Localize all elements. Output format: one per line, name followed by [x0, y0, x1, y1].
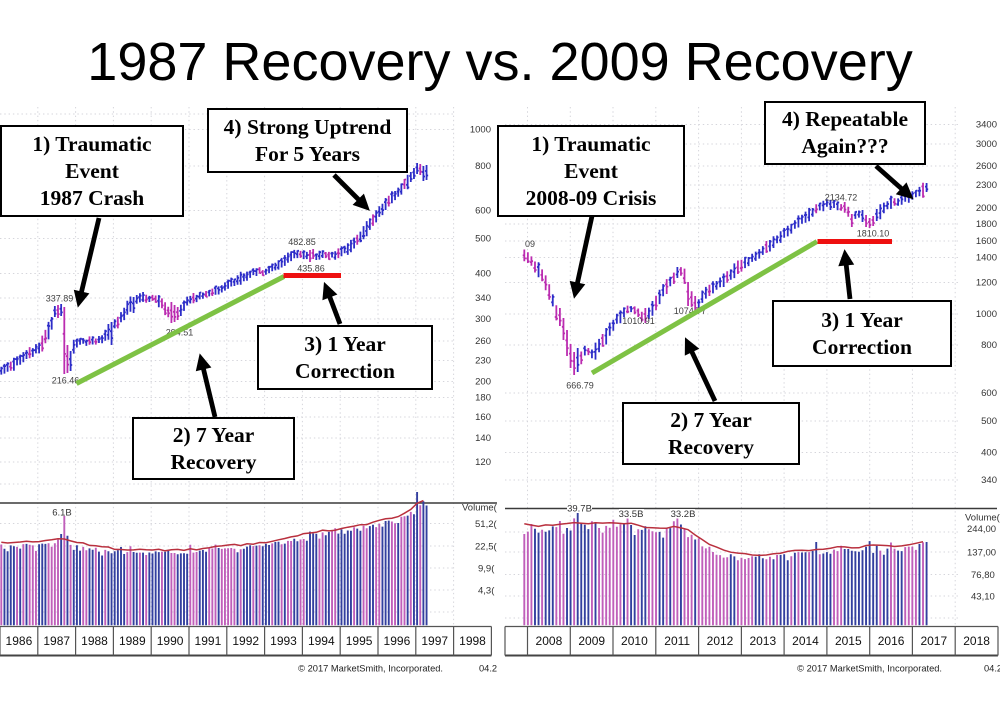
svg-text:Volume(0: Volume(0	[965, 513, 1000, 524]
svg-text:1074.77: 1074.77	[674, 306, 707, 316]
svg-text:300: 300	[475, 314, 491, 325]
svg-text:04.2: 04.2	[984, 664, 1000, 674]
svg-text:137,00: 137,00	[967, 548, 996, 559]
svg-text:76,80: 76,80	[971, 570, 995, 581]
svg-text:1200: 1200	[976, 278, 997, 289]
svg-text:200: 200	[475, 377, 491, 388]
svg-text:1990: 1990	[157, 634, 184, 648]
svg-text:600: 600	[475, 206, 491, 217]
svg-text:04.2: 04.2	[479, 664, 497, 674]
svg-text:482.85: 482.85	[288, 237, 316, 247]
svg-text:09: 09	[525, 239, 535, 249]
svg-text:43,10: 43,10	[971, 592, 995, 603]
svg-text:1986: 1986	[6, 634, 33, 648]
svg-text:1000: 1000	[976, 309, 997, 320]
svg-text:1995: 1995	[346, 634, 373, 648]
svg-text:120: 120	[475, 457, 491, 468]
svg-text:140: 140	[475, 433, 491, 444]
svg-text:4,3(: 4,3(	[478, 586, 495, 597]
svg-text:180: 180	[475, 393, 491, 404]
svg-text:260: 260	[475, 336, 491, 347]
svg-text:1997: 1997	[421, 634, 448, 648]
svg-text:2134.72: 2134.72	[825, 193, 858, 203]
svg-text:2016: 2016	[878, 634, 905, 648]
svg-text:2010: 2010	[621, 634, 648, 648]
svg-text:230: 230	[475, 356, 491, 367]
svg-text:400: 400	[475, 269, 491, 280]
svg-text:© 2017 MarketSmith, Incorporat: © 2017 MarketSmith, Incorporated.	[797, 664, 942, 674]
svg-text:2014: 2014	[792, 634, 819, 648]
svg-text:33.2B: 33.2B	[671, 509, 696, 520]
svg-text:1993: 1993	[270, 634, 297, 648]
svg-text:1998: 1998	[459, 634, 486, 648]
svg-text:1996: 1996	[384, 634, 411, 648]
svg-text:1000: 1000	[470, 125, 491, 136]
svg-text:33.5B: 33.5B	[619, 509, 644, 520]
svg-text:1600: 1600	[976, 236, 997, 247]
svg-text:337.89: 337.89	[46, 294, 74, 304]
svg-text:2011: 2011	[664, 634, 690, 648]
svg-text:244,00: 244,00	[967, 524, 996, 535]
svg-text:2015: 2015	[835, 634, 862, 648]
svg-text:1991: 1991	[195, 634, 222, 648]
svg-text:800: 800	[475, 161, 491, 172]
svg-text:2300: 2300	[976, 180, 997, 191]
svg-text:6.1B: 6.1B	[52, 508, 72, 519]
svg-text:600: 600	[981, 388, 997, 399]
svg-text:500: 500	[475, 234, 491, 245]
svg-text:340: 340	[475, 293, 491, 304]
svg-text:39.7B: 39.7B	[567, 504, 592, 515]
svg-text:2012: 2012	[707, 634, 734, 648]
svg-text:2018: 2018	[963, 634, 990, 648]
svg-text:1800: 1800	[976, 219, 997, 230]
svg-text:800: 800	[981, 340, 997, 351]
svg-text:2600: 2600	[976, 161, 997, 172]
svg-text:160: 160	[475, 412, 491, 423]
svg-text:2017: 2017	[920, 634, 947, 648]
svg-text:2008: 2008	[536, 634, 563, 648]
svg-text:500: 500	[981, 416, 997, 427]
svg-text:1400: 1400	[976, 253, 997, 264]
svg-text:216.46: 216.46	[52, 376, 80, 386]
svg-text:© 2017 MarketSmith, Incorporat: © 2017 MarketSmith, Incorporated.	[298, 664, 443, 674]
svg-text:1989: 1989	[119, 634, 146, 648]
svg-text:340: 340	[981, 475, 997, 486]
svg-text:435.86: 435.86	[297, 264, 325, 274]
svg-text:666.79: 666.79	[566, 381, 594, 391]
svg-text:1010.91: 1010.91	[622, 316, 655, 326]
svg-text:1810.10: 1810.10	[857, 229, 890, 239]
svg-text:1988: 1988	[81, 634, 108, 648]
svg-text:51,2(: 51,2(	[475, 519, 497, 530]
svg-text:3000: 3000	[976, 139, 997, 150]
svg-text:3400: 3400	[976, 120, 997, 131]
svg-text:1994: 1994	[308, 634, 335, 648]
svg-text:1992: 1992	[232, 634, 259, 648]
svg-text:2000: 2000	[976, 203, 997, 214]
svg-text:Volume(: Volume(	[462, 503, 498, 514]
svg-text:22,5(: 22,5(	[475, 542, 497, 553]
svg-text:9,9(: 9,9(	[478, 564, 495, 575]
svg-text:400: 400	[981, 448, 997, 459]
svg-text:2009: 2009	[578, 634, 605, 648]
svg-text:2013: 2013	[749, 634, 776, 648]
svg-text:1987: 1987	[43, 634, 70, 648]
